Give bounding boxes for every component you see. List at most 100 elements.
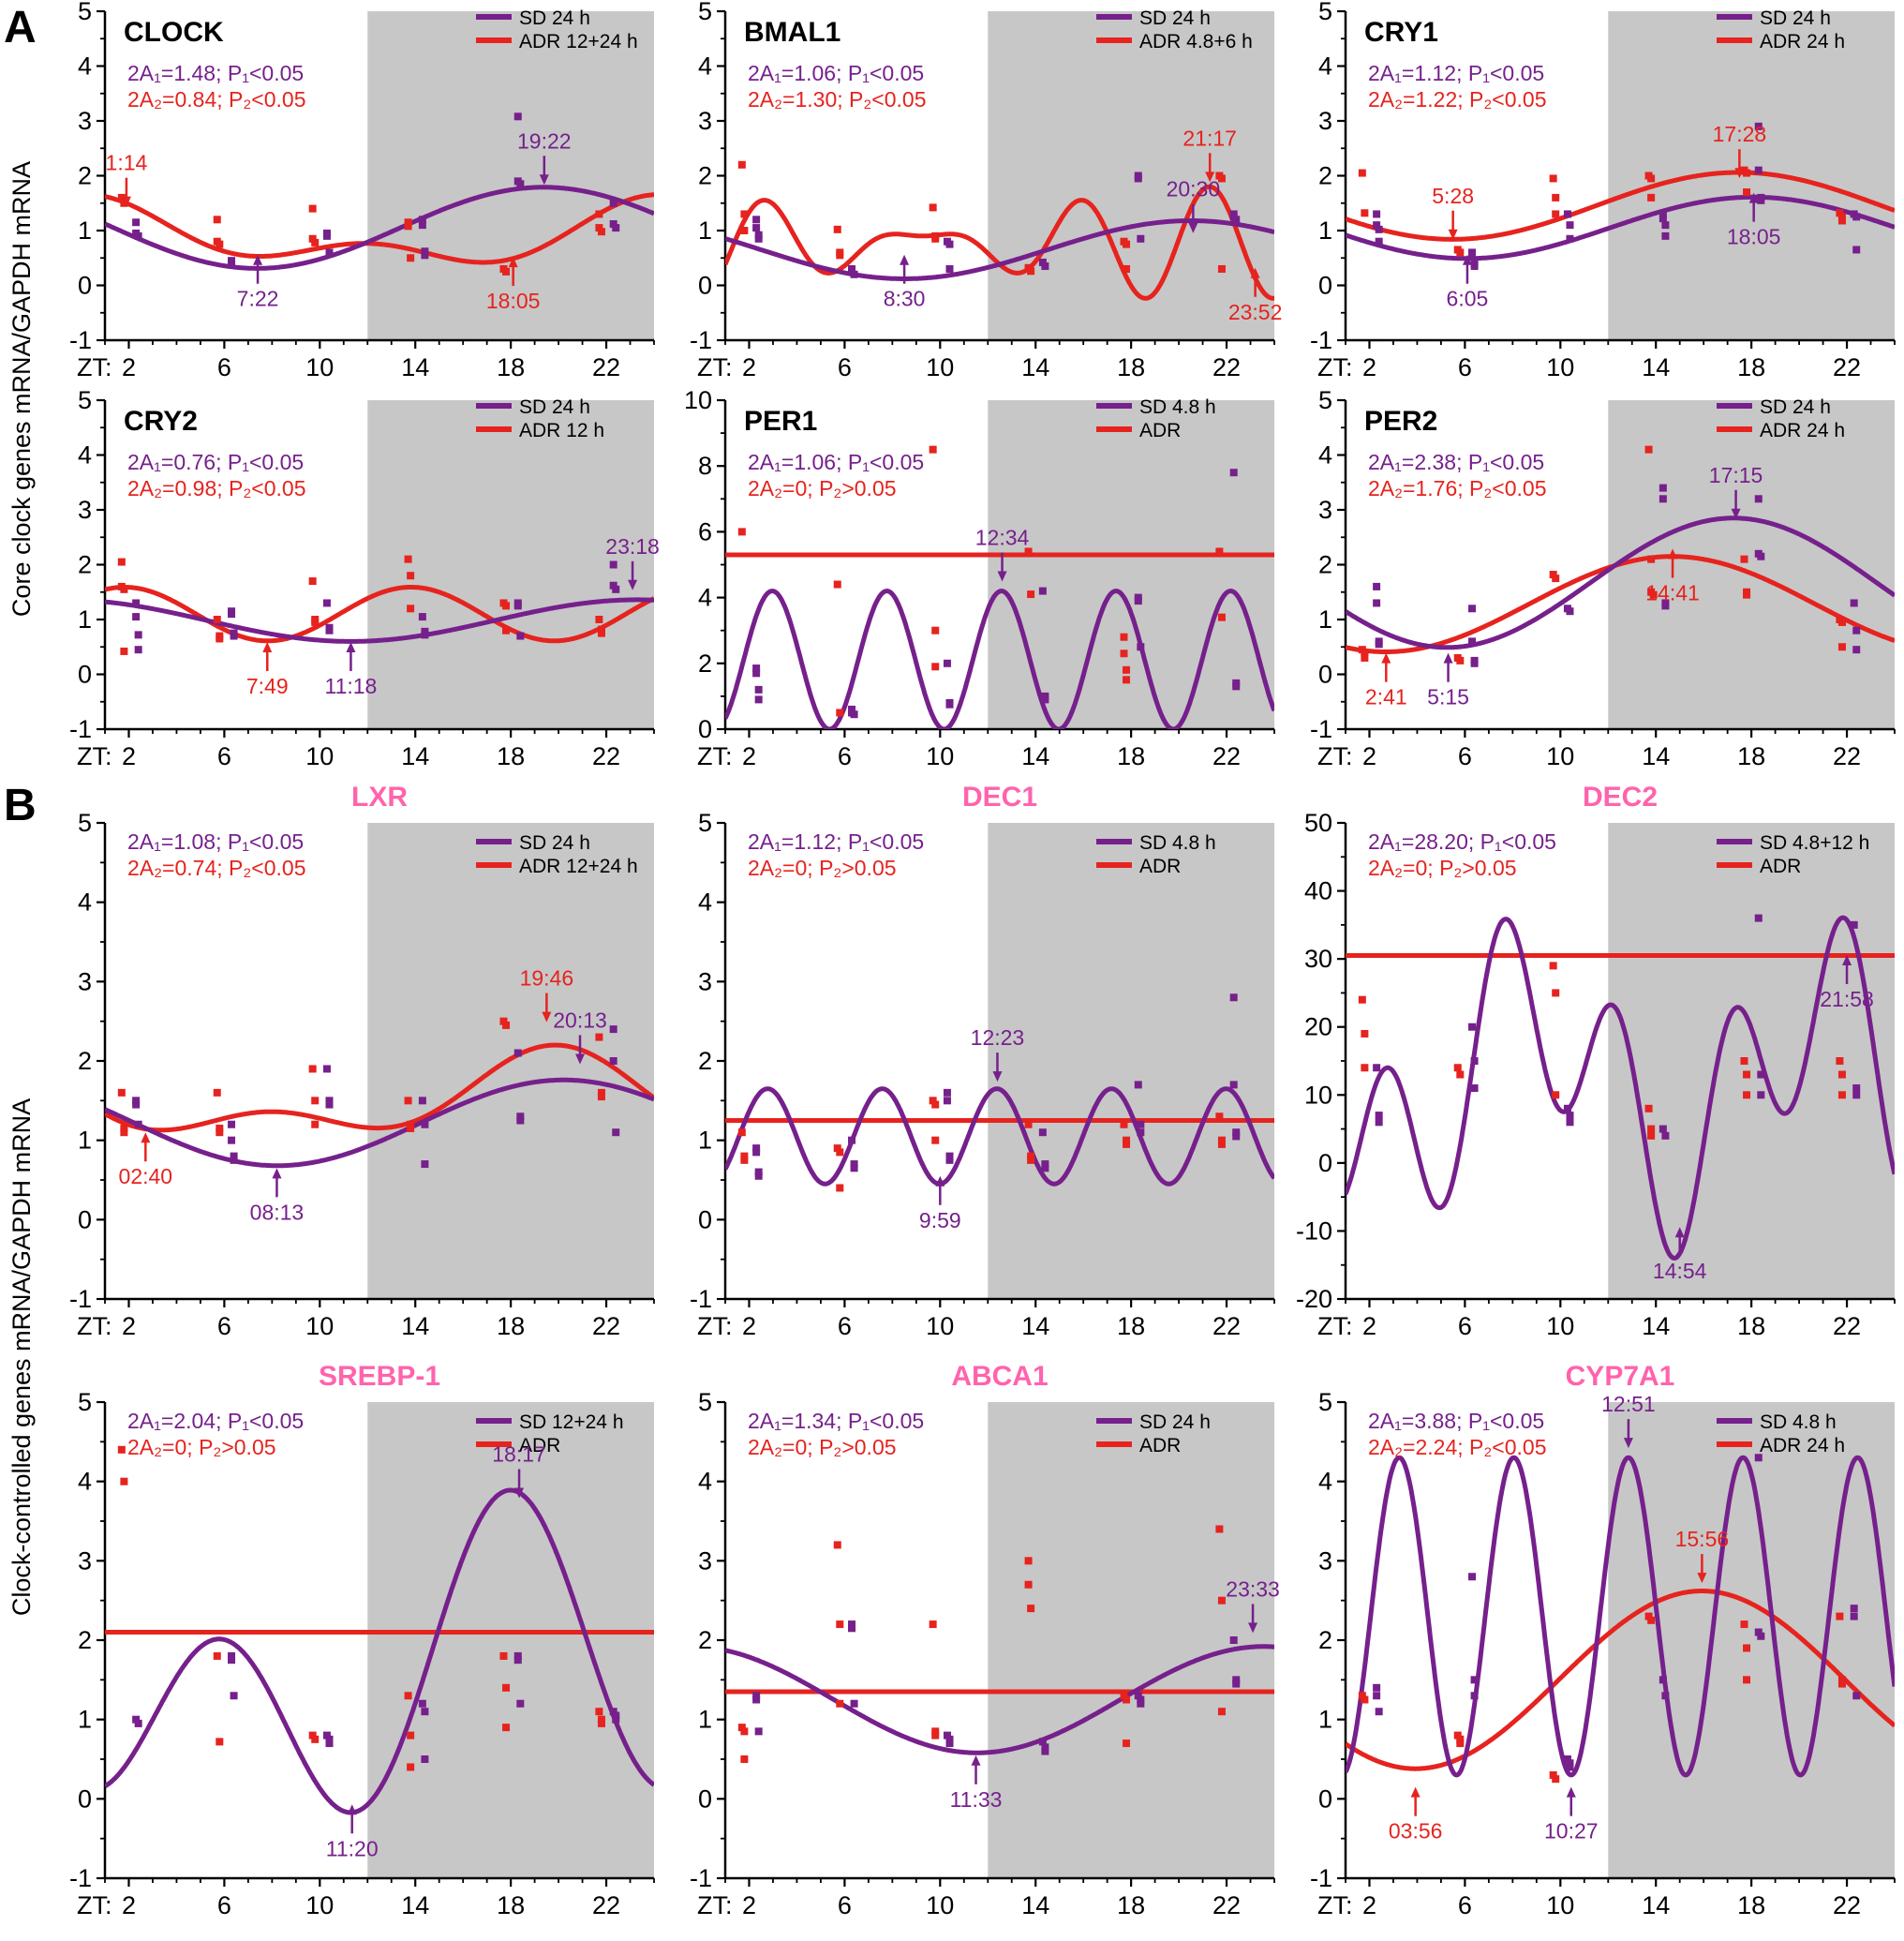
annotation-time: 7:22 [237, 287, 279, 311]
adr-data-point [1453, 1731, 1462, 1739]
x-tick-label: 6 [838, 1891, 852, 1919]
stat-line: 2A₁=28.20; P₁<0.05 [1368, 829, 1556, 854]
adr-fit-curve [105, 585, 654, 644]
annotation-arrowhead [121, 196, 131, 207]
x-tick-label: 10 [305, 353, 334, 381]
sd-data-point [1566, 1759, 1574, 1768]
adr-data-point [1215, 547, 1224, 556]
sd-data-point [1229, 1081, 1238, 1089]
sd-data-point [132, 218, 141, 227]
x-tick-label: 18 [1117, 353, 1145, 381]
sd-data-point [418, 216, 426, 224]
stat-line: 2A₁=3.88; P₁<0.05 [1368, 1409, 1544, 1433]
y-tick-label: 3 [698, 967, 712, 995]
adr-data-point [597, 1719, 605, 1727]
adr-data-point [597, 629, 605, 637]
sd-data-point [752, 216, 761, 224]
x-tick-label: 14 [401, 742, 429, 770]
y-tick-label: 3 [1318, 1546, 1332, 1575]
sd-data-point [1852, 1091, 1861, 1099]
adr-data-point [929, 203, 937, 212]
sd-data-point [421, 1708, 429, 1716]
adr-data-point [836, 251, 844, 260]
adr-data-point [117, 558, 126, 566]
adr-data-point [740, 227, 749, 234]
dark-phase-shade [1608, 11, 1895, 340]
sd-data-point [132, 1097, 141, 1105]
adr-data-point [597, 1715, 605, 1724]
y-tick-label: -1 [1310, 326, 1332, 354]
adr-data-point [407, 254, 415, 262]
sd-data-point [513, 602, 522, 610]
adr-data-point [1837, 216, 1846, 225]
adr-data-point [740, 1727, 749, 1736]
annotation-time: 20:30 [1167, 177, 1221, 202]
legend-label: SD 24 h [1760, 7, 1831, 29]
sd-data-point [1229, 1636, 1238, 1644]
adr-data-point [836, 1620, 844, 1629]
sd-data-point [1850, 599, 1858, 607]
x-tick-label: 2 [122, 1312, 136, 1340]
y-tick-label: 4 [78, 441, 92, 470]
adr-data-point [120, 647, 128, 655]
sd-data-point [945, 700, 954, 709]
sd-data-point [1134, 1081, 1142, 1089]
y-tick-label: 2 [78, 551, 92, 579]
sd-fit-curve [1346, 515, 1895, 650]
y-tick-label: 0 [1318, 1149, 1332, 1177]
sd-data-point [1375, 640, 1383, 649]
sd-data-point [1134, 1692, 1142, 1700]
sd-data-point [1038, 1738, 1047, 1746]
sd-data-point [322, 1731, 331, 1739]
sd-data-point [1232, 1132, 1241, 1141]
sd-data-point [754, 1727, 763, 1736]
adr-data-point [1123, 1739, 1131, 1748]
adr-data-point [311, 1097, 320, 1105]
adr-data-point [1217, 264, 1226, 273]
panel-title: PER2 [1364, 406, 1437, 437]
sd-data-point [516, 632, 525, 640]
annotation-time: 11:18 [324, 674, 377, 698]
adr-data-point [216, 240, 224, 248]
annotation-arrowhead [1566, 1786, 1576, 1798]
chart-panel-clock: -1 0 1 2 3 4 5 2 6 10 14 18 22 ZT: CLOCK 2A₁=1.48; P₁<0… [69, 0, 655, 381]
adr-data-point [1743, 188, 1751, 197]
adr-data-point [117, 1445, 126, 1454]
sd-data-point [1375, 237, 1383, 246]
sd-data-point [134, 231, 142, 240]
legend-label: SD 12+24 h [519, 1411, 624, 1433]
adr-data-point [404, 1097, 412, 1105]
panel-slot: -1 0 1 2 3 4 5 2 6 10 14 18 22 ZT: LXR 2A₁=1.08; P₁<0.0… [43, 778, 663, 1357]
adr-data-point [1120, 649, 1128, 658]
y-tick-label: 2 [698, 1047, 712, 1075]
y-tick-label: 2 [698, 649, 712, 678]
y-tick-label: 5 [1318, 0, 1332, 25]
y-tick-label: 1 [1318, 605, 1332, 634]
stat-line: 2A₁=1.08; P₁<0.05 [127, 829, 304, 854]
sd-data-point [850, 710, 858, 719]
adr-data-point [404, 555, 412, 563]
annotation-arrowhead [1462, 254, 1472, 265]
adr-data-point [1552, 1091, 1560, 1099]
stat-line: 2A₁=1.06; P₁<0.05 [748, 61, 924, 85]
y-tick-label: 4 [698, 1468, 712, 1496]
sd-data-point [1659, 210, 1667, 218]
sd-data-point [612, 1128, 620, 1137]
y-tick-label: 10 [684, 389, 712, 414]
annotation-arrowhead [346, 641, 356, 652]
sd-data-point [1852, 1692, 1861, 1700]
adr-data-point [120, 585, 128, 593]
adr-data-point [597, 228, 605, 236]
sd-data-point [1757, 552, 1765, 560]
sd-data-point [1757, 1091, 1765, 1099]
sd-data-point [132, 1715, 141, 1724]
y-tick-label: -10 [1296, 1217, 1332, 1245]
sd-data-point [1232, 682, 1241, 691]
x-tick-label: 2 [122, 353, 136, 381]
sd-data-point [322, 599, 331, 607]
sd-data-point [1563, 210, 1571, 218]
adr-data-point [1217, 174, 1226, 183]
x-tick-label: 2 [1362, 1891, 1376, 1919]
y-tick-label: 0 [1318, 661, 1332, 689]
adr-data-point [740, 1152, 749, 1160]
